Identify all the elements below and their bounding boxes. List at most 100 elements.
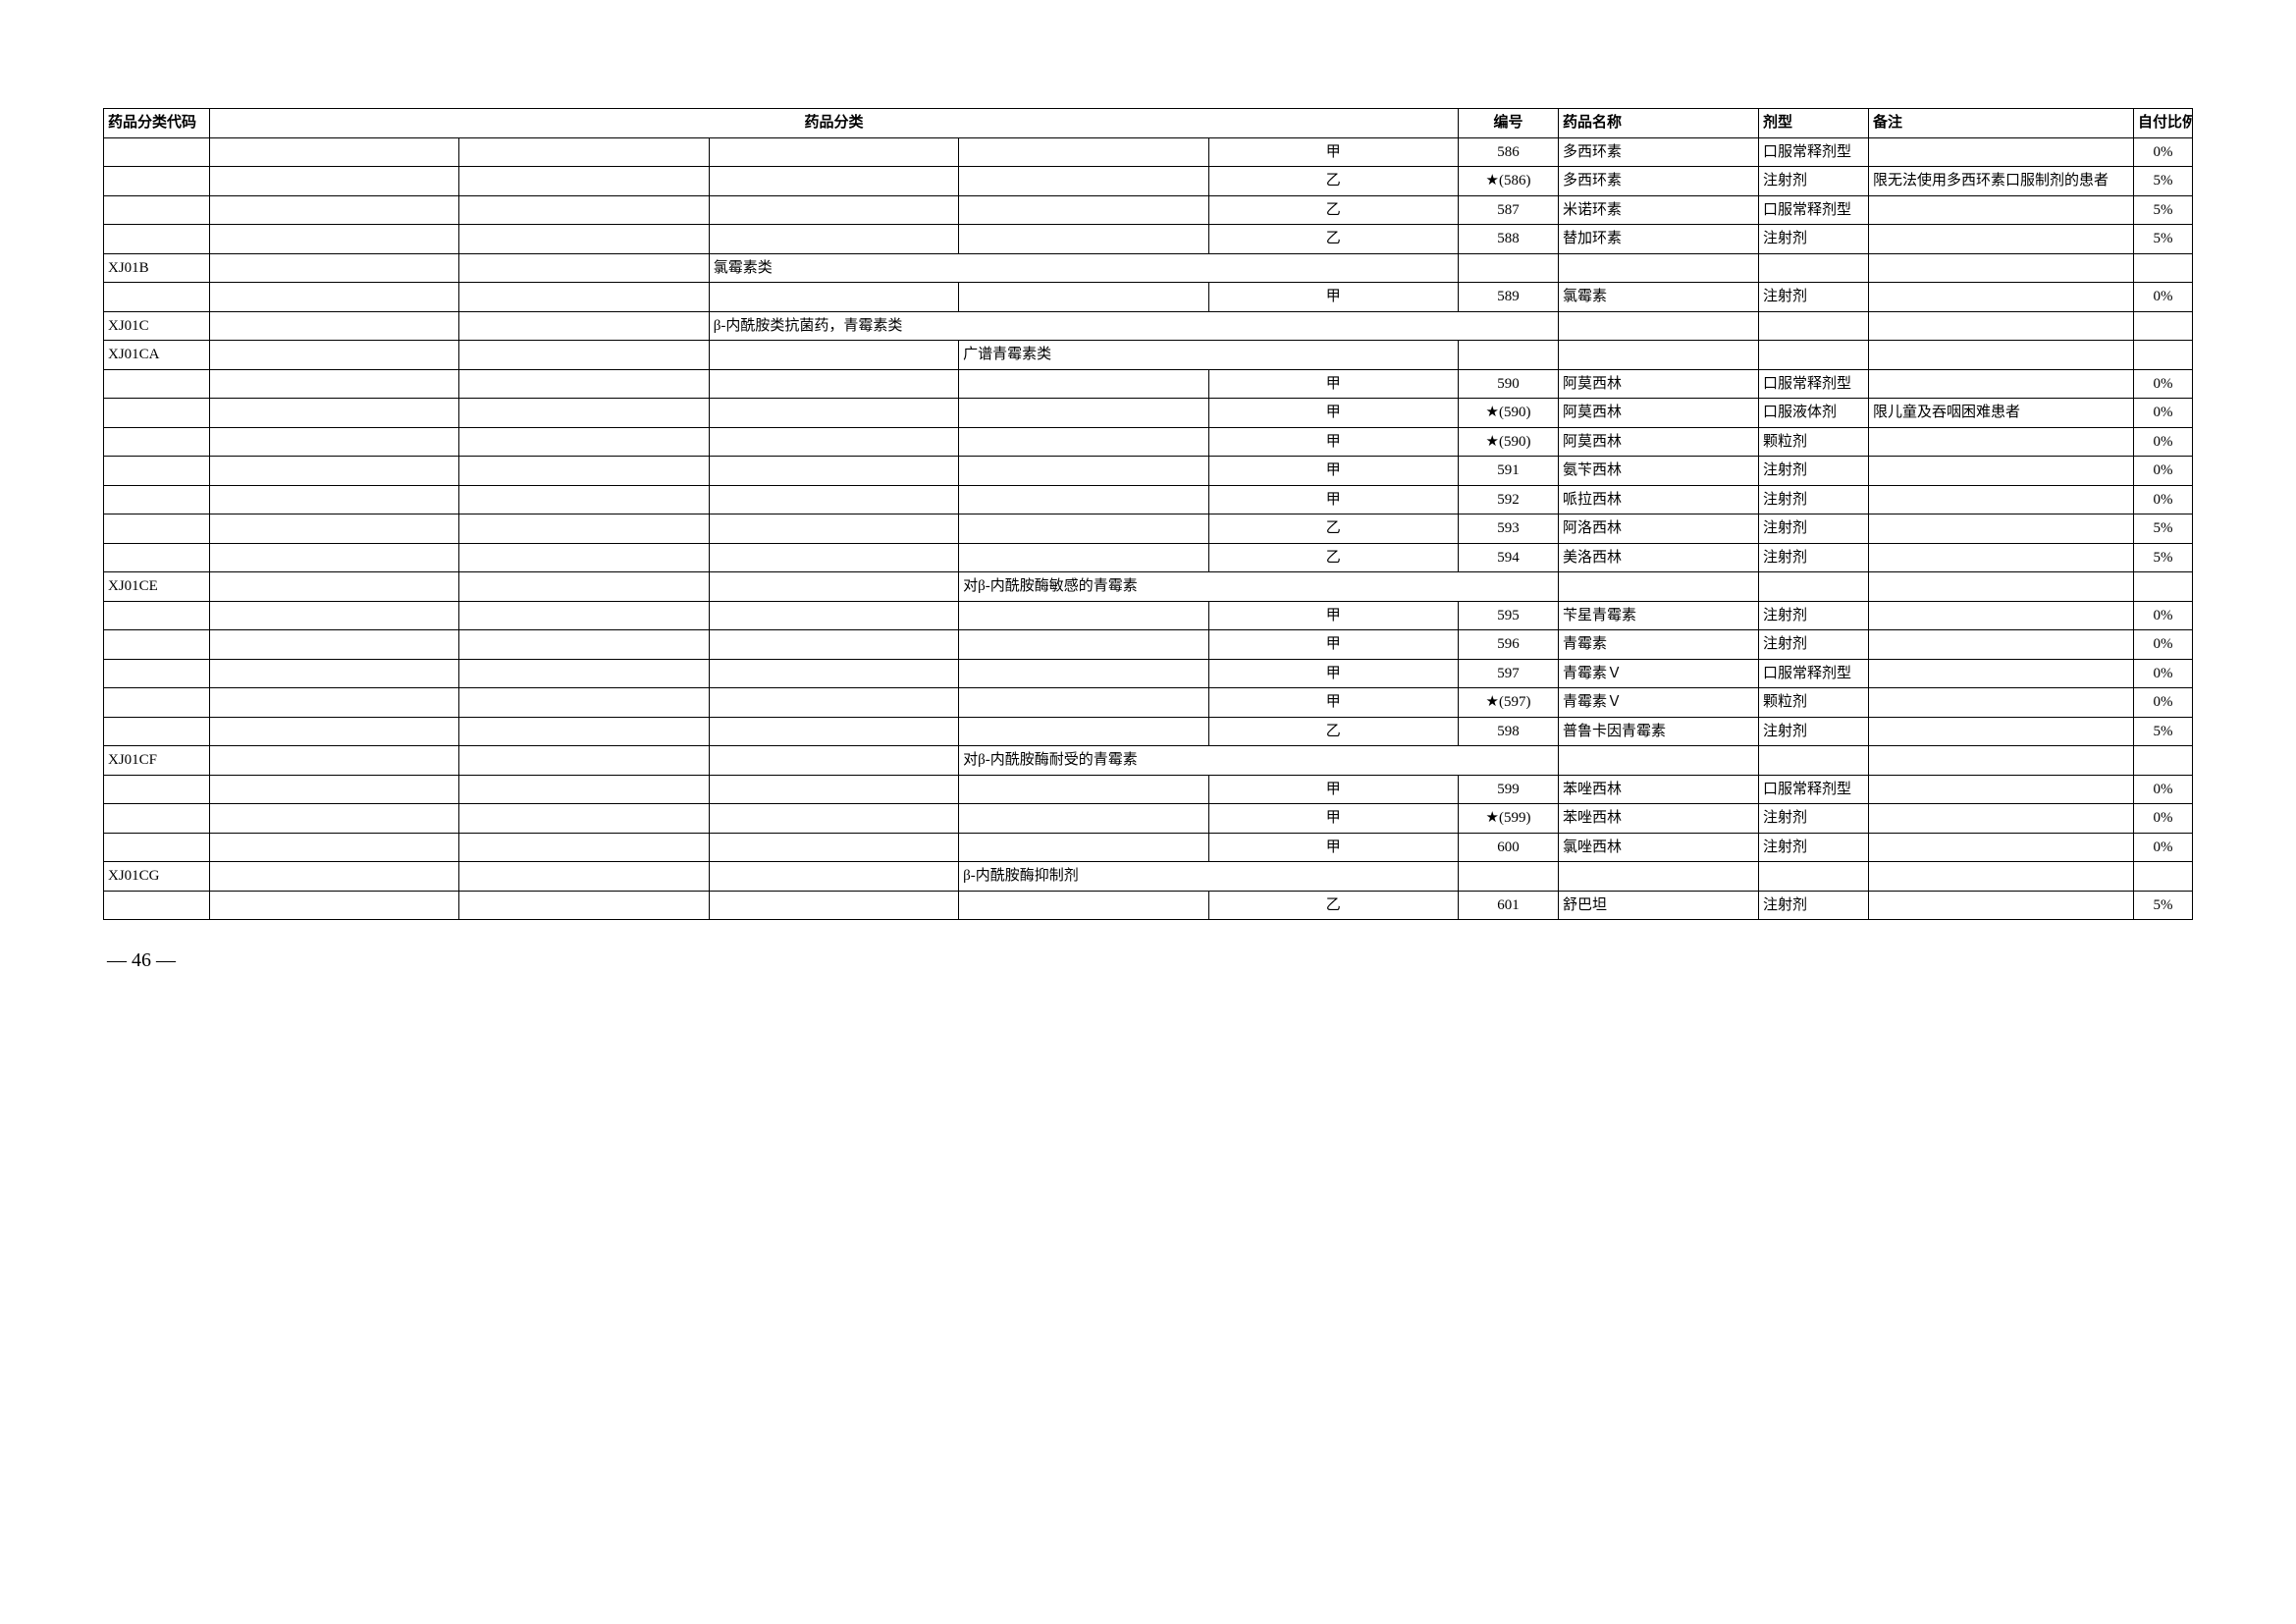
cell-pay xyxy=(2134,572,2193,602)
cell-cat: 甲 xyxy=(1208,659,1458,688)
cell-cat: 甲 xyxy=(1208,833,1458,862)
cell-note xyxy=(1869,630,2134,660)
cell-category-group: 广谱青霉素类 xyxy=(959,341,1459,370)
page-number: — 46 — xyxy=(103,949,2193,972)
cell-num: ★(586) xyxy=(1459,167,1559,196)
cell-pay xyxy=(2134,862,2193,892)
cell-pay: 5% xyxy=(2134,195,2193,225)
cell-pay xyxy=(2134,311,2193,341)
cell-num: 595 xyxy=(1459,601,1559,630)
header-num: 编号 xyxy=(1459,109,1559,138)
cell-note xyxy=(1869,572,2134,602)
cell-pay: 5% xyxy=(2134,543,2193,572)
table-row: 甲591氨苄西林注射剂0% xyxy=(104,457,2193,486)
cell-form: 注射剂 xyxy=(1759,485,1869,514)
cell-name: 多西环素 xyxy=(1559,137,1759,167)
cell-cat xyxy=(459,804,709,834)
cell-cat xyxy=(459,630,709,660)
cell-cat: 甲 xyxy=(1208,485,1458,514)
cell-name: 替加环素 xyxy=(1559,225,1759,254)
cell-name: 青霉素Ｖ xyxy=(1559,659,1759,688)
cell-name: 阿莫西林 xyxy=(1559,369,1759,399)
cell-cat: 甲 xyxy=(1208,775,1458,804)
cell-cat: 乙 xyxy=(1208,543,1458,572)
cell-pay: 0% xyxy=(2134,369,2193,399)
cell-cat xyxy=(709,601,958,630)
cell-name: 氯唑西林 xyxy=(1559,833,1759,862)
cell-note xyxy=(1869,253,2134,283)
cell-cat xyxy=(709,804,958,834)
cell-cat xyxy=(709,659,958,688)
cell-note xyxy=(1869,137,2134,167)
cell-cat xyxy=(459,485,709,514)
cell-num xyxy=(1459,862,1559,892)
cell-form: 颗粒剂 xyxy=(1759,427,1869,457)
cell-category-group: 对β-内酰胺酶敏感的青霉素 xyxy=(959,572,1559,602)
cell-name xyxy=(1559,311,1759,341)
cell-form: 注射剂 xyxy=(1759,225,1869,254)
cell-cat xyxy=(459,225,709,254)
cell-cat xyxy=(709,195,958,225)
cell-code: XJ01CE xyxy=(104,572,210,602)
cell-form: 注射剂 xyxy=(1759,457,1869,486)
cell-cat xyxy=(709,369,958,399)
cell-note xyxy=(1869,543,2134,572)
table-header-row: 药品分类代码 药品分类 编号 药品名称 剂型 备注 自付比例 xyxy=(104,109,2193,138)
table-row: 甲589氯霉素注射剂0% xyxy=(104,283,2193,312)
cell-note xyxy=(1869,341,2134,370)
cell-cat xyxy=(959,688,1208,718)
table-row: 甲★(590)阿莫西林口服液体剂限儿童及吞咽困难患者0% xyxy=(104,399,2193,428)
cell-cat xyxy=(459,457,709,486)
cell-cat: 甲 xyxy=(1208,283,1458,312)
cell-note xyxy=(1869,283,2134,312)
cell-cat xyxy=(959,485,1208,514)
cell-cat xyxy=(459,601,709,630)
cell-note: 限无法使用多西环素口服制剂的患者 xyxy=(1869,167,2134,196)
cell-cat xyxy=(709,862,958,892)
cell-cat xyxy=(459,833,709,862)
cell-code: XJ01CG xyxy=(104,862,210,892)
cell-num: 589 xyxy=(1459,283,1559,312)
table-row: XJ01CF对β-内酰胺酶耐受的青霉素 xyxy=(104,746,2193,776)
header-form: 剂型 xyxy=(1759,109,1869,138)
cell-cat xyxy=(959,283,1208,312)
cell-cat xyxy=(459,195,709,225)
cell-note xyxy=(1869,601,2134,630)
header-name: 药品名称 xyxy=(1559,109,1759,138)
cell-cat: 乙 xyxy=(1208,167,1458,196)
cell-cat xyxy=(459,341,709,370)
cell-form: 注射剂 xyxy=(1759,891,1869,920)
cell-cat xyxy=(959,601,1208,630)
cell-cat: 乙 xyxy=(1208,225,1458,254)
cell-cat: 甲 xyxy=(1208,427,1458,457)
table-row: 甲595苄星青霉素注射剂0% xyxy=(104,601,2193,630)
cell-num: 593 xyxy=(1459,514,1559,544)
cell-cat xyxy=(459,775,709,804)
table-row: 乙587米诺环素口服常释剂型5% xyxy=(104,195,2193,225)
cell-code xyxy=(104,369,210,399)
cell-cat xyxy=(709,891,958,920)
cell-cat: 甲 xyxy=(1208,457,1458,486)
cell-name: 苯唑西林 xyxy=(1559,775,1759,804)
cell-cat xyxy=(210,862,459,892)
cell-code xyxy=(104,137,210,167)
cell-form xyxy=(1759,311,1869,341)
cell-pay: 0% xyxy=(2134,427,2193,457)
cell-num: 600 xyxy=(1459,833,1559,862)
table-row: 甲599苯唑西林口服常释剂型0% xyxy=(104,775,2193,804)
cell-pay: 0% xyxy=(2134,283,2193,312)
cell-code xyxy=(104,601,210,630)
cell-note xyxy=(1869,225,2134,254)
table-row: XJ01B氯霉素类 xyxy=(104,253,2193,283)
table-row: 乙★(586)多西环素注射剂限无法使用多西环素口服制剂的患者5% xyxy=(104,167,2193,196)
cell-pay: 5% xyxy=(2134,891,2193,920)
cell-code xyxy=(104,225,210,254)
cell-cat xyxy=(709,775,958,804)
table-row: 甲600氯唑西林注射剂0% xyxy=(104,833,2193,862)
cell-code xyxy=(104,283,210,312)
cell-cat xyxy=(459,399,709,428)
cell-note xyxy=(1869,427,2134,457)
cell-form: 注射剂 xyxy=(1759,804,1869,834)
cell-name: 苄星青霉素 xyxy=(1559,601,1759,630)
table-row: XJ01CA广谱青霉素类 xyxy=(104,341,2193,370)
